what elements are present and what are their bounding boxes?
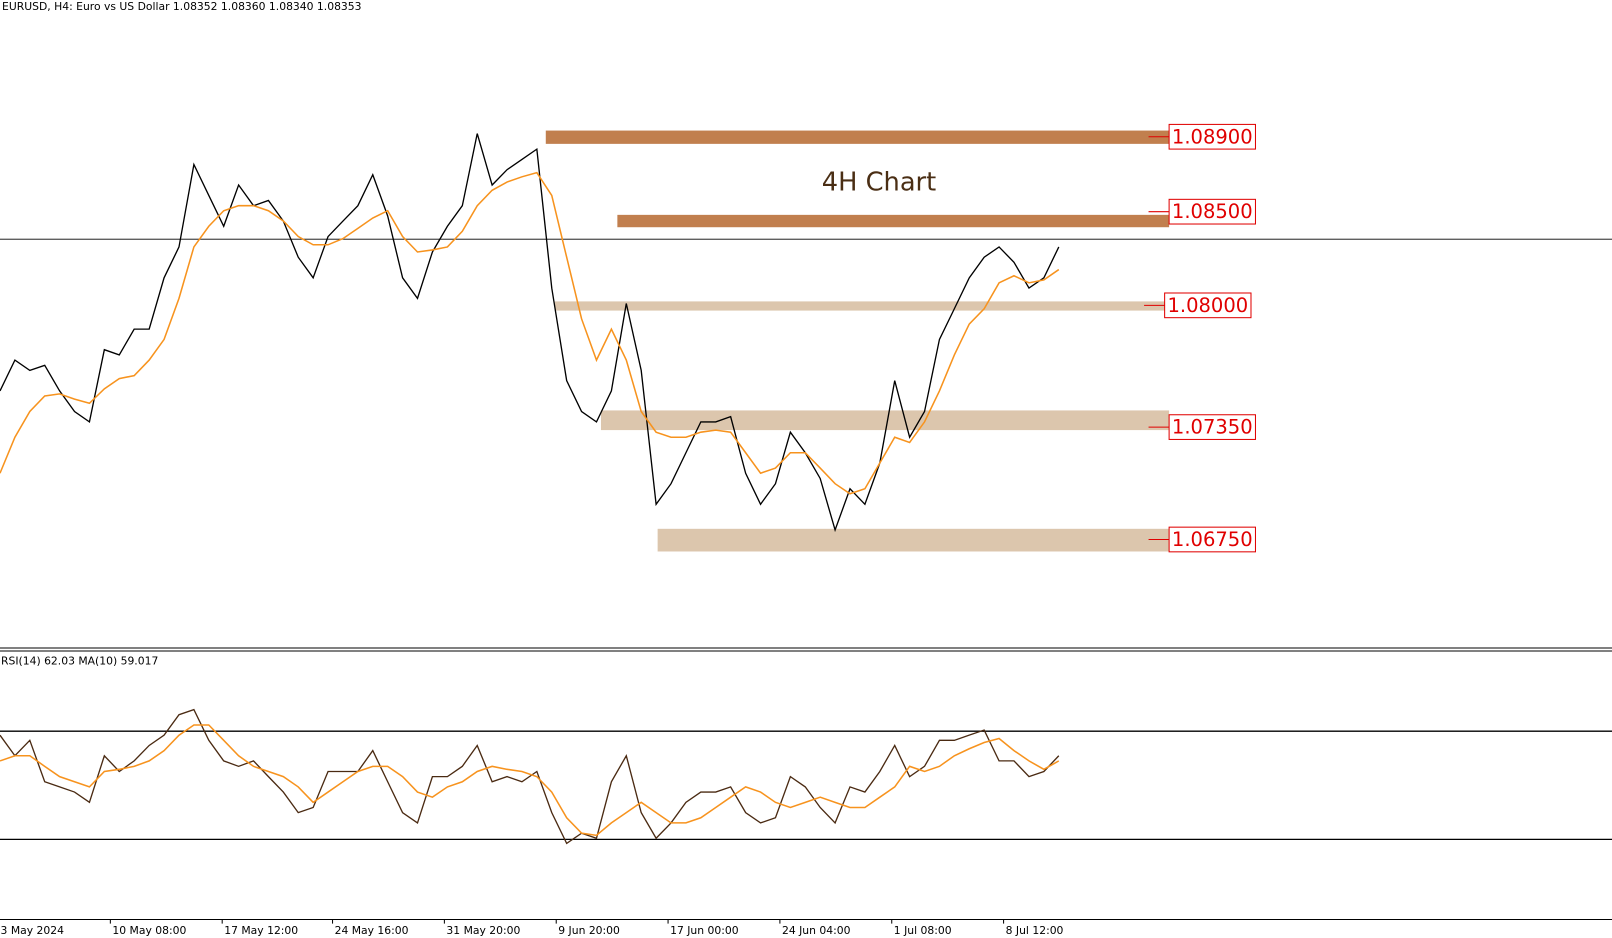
x-tick-label: 17 Jun 00:00	[670, 924, 739, 937]
series-line	[0, 724, 1060, 837]
level-label-box	[1168, 414, 1256, 440]
level-label-box	[1164, 292, 1252, 319]
x-tick-label: 24 May 16:00	[335, 924, 409, 937]
zone	[554, 301, 1165, 311]
x-tick-label: 9 Jun 20:00	[558, 924, 620, 937]
zone	[600, 410, 1170, 431]
rsi-title: RSI(14) 62.03 MA(10) 59.017	[1, 654, 158, 667]
x-tick-label: 3 May 2024	[1, 924, 65, 937]
level-label-box	[1168, 526, 1256, 553]
zone	[617, 214, 1170, 228]
annotation: 4H Chart	[822, 168, 936, 198]
series-line	[0, 708, 1060, 845]
chart-title: EURUSD, H4: Euro vs US Dollar 1.08352 1.…	[2, 0, 361, 13]
level-label-box	[1168, 123, 1256, 150]
zone	[545, 130, 1170, 144]
x-tick-label: 17 May 12:00	[224, 924, 298, 937]
level-label-box	[1168, 198, 1256, 225]
level-label: 1.06750	[1172, 528, 1253, 551]
x-tick-label: 10 May 08:00	[112, 924, 186, 937]
x-tick-label: 8 Jul 12:00	[1006, 924, 1064, 937]
x-tick-label: 24 Jun 04:00	[782, 924, 851, 937]
level-label: 1.08900	[1172, 125, 1253, 148]
series-line	[0, 133, 1060, 533]
level-label: 1.07350	[1172, 416, 1253, 439]
level-label: 1.08500	[1172, 200, 1253, 223]
series-line	[0, 171, 1060, 495]
x-tick-label: 1 Jul 08:00	[894, 924, 952, 937]
x-tick-label: 31 May 20:00	[446, 924, 520, 937]
zone	[657, 528, 1170, 552]
level-label: 1.08000	[1167, 294, 1248, 317]
